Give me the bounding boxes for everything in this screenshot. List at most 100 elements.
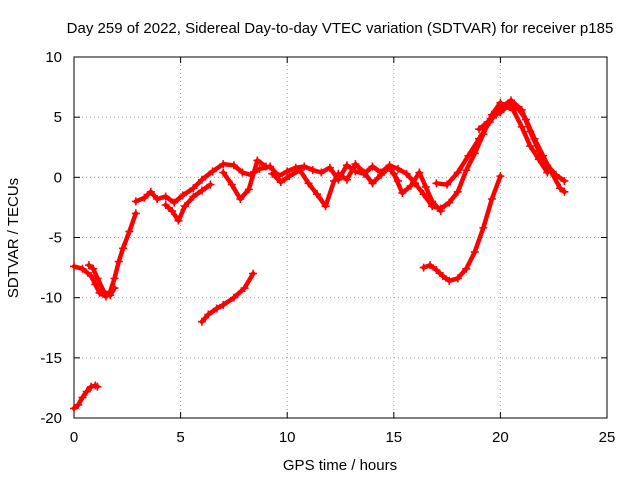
x-tick-label: 25 bbox=[599, 429, 616, 446]
y-axis-label: SDTVAR / TECUs bbox=[5, 178, 22, 298]
data-point bbox=[229, 161, 238, 170]
data-point bbox=[180, 202, 189, 211]
data-point bbox=[295, 166, 304, 175]
data-point bbox=[238, 168, 247, 177]
data-point bbox=[402, 169, 411, 178]
data-point bbox=[197, 186, 206, 195]
series-track-4 bbox=[197, 269, 258, 326]
data-point bbox=[146, 187, 155, 196]
data-point bbox=[342, 161, 351, 170]
series-line bbox=[270, 167, 337, 209]
data-point bbox=[93, 274, 102, 283]
data-point bbox=[560, 176, 569, 185]
data-point bbox=[513, 103, 522, 112]
data-point bbox=[351, 160, 360, 169]
y-tick-label: -5 bbox=[49, 230, 62, 247]
data-point bbox=[197, 317, 206, 326]
data-point bbox=[189, 184, 198, 193]
data-point bbox=[125, 227, 134, 236]
data-point bbox=[394, 164, 403, 173]
data-point bbox=[219, 300, 228, 309]
x-tick-label: 5 bbox=[176, 429, 184, 446]
data-point bbox=[300, 162, 309, 171]
data-point bbox=[89, 264, 98, 273]
data-point bbox=[131, 197, 140, 206]
data-point bbox=[325, 163, 334, 172]
data-point bbox=[206, 180, 215, 189]
y-tick-label: -15 bbox=[40, 350, 62, 367]
data-point bbox=[208, 167, 217, 176]
data-point bbox=[240, 284, 249, 293]
data-point bbox=[432, 265, 441, 274]
data-point bbox=[453, 168, 462, 177]
data-point bbox=[377, 170, 386, 179]
x-tick-label: 0 bbox=[70, 429, 78, 446]
data-point bbox=[428, 197, 437, 206]
data-point bbox=[445, 276, 454, 285]
series-line bbox=[421, 173, 503, 284]
data-point bbox=[78, 264, 87, 273]
data-point bbox=[330, 176, 339, 185]
data-point bbox=[229, 293, 238, 302]
data-point bbox=[483, 117, 492, 126]
data-point bbox=[74, 400, 83, 409]
data-point bbox=[534, 155, 543, 164]
series-track-8 bbox=[268, 166, 339, 211]
data-point bbox=[438, 272, 447, 281]
grid-lines bbox=[74, 57, 607, 418]
data-point bbox=[470, 247, 479, 256]
data-point bbox=[475, 125, 484, 134]
data-point bbox=[308, 166, 317, 175]
data-point bbox=[119, 244, 128, 253]
data-point bbox=[304, 179, 313, 188]
data-point bbox=[244, 185, 253, 194]
series-track-14 bbox=[475, 102, 552, 177]
series-track-3 bbox=[84, 261, 119, 300]
data-point bbox=[219, 160, 228, 169]
data-point bbox=[560, 187, 569, 196]
data-point bbox=[249, 269, 258, 278]
data-point bbox=[517, 122, 526, 131]
data-point bbox=[521, 115, 530, 124]
data-point bbox=[406, 181, 415, 190]
data-point bbox=[419, 263, 428, 272]
series-track-13 bbox=[496, 101, 569, 196]
data-point bbox=[253, 156, 262, 165]
data-point bbox=[543, 168, 552, 177]
data-point bbox=[398, 188, 407, 197]
data-point bbox=[227, 180, 236, 189]
data-point bbox=[507, 96, 516, 105]
data-point bbox=[174, 216, 183, 225]
data-point bbox=[556, 184, 565, 193]
data-point bbox=[479, 223, 488, 232]
data-point bbox=[317, 168, 326, 177]
data-point bbox=[99, 287, 108, 296]
data-point bbox=[140, 193, 149, 202]
chart-title: Day 259 of 2022, Sidereal Day-to-day VTE… bbox=[67, 20, 614, 37]
data-point bbox=[342, 175, 351, 184]
data-point bbox=[268, 169, 277, 178]
data-point bbox=[445, 198, 454, 207]
data-point bbox=[313, 190, 322, 199]
x-axis-label: GPS time / hours bbox=[283, 457, 397, 474]
data-point bbox=[84, 261, 93, 270]
data-point bbox=[70, 262, 78, 271]
data-point bbox=[321, 202, 330, 211]
data-point bbox=[285, 172, 294, 181]
data-point bbox=[261, 162, 270, 171]
data-point bbox=[453, 274, 462, 283]
data-point bbox=[189, 192, 198, 201]
data-point bbox=[385, 163, 394, 172]
data-point bbox=[178, 191, 187, 200]
data-point bbox=[212, 304, 221, 313]
data-point bbox=[492, 110, 501, 119]
data-point bbox=[219, 168, 228, 177]
data-point bbox=[526, 142, 535, 151]
data-point bbox=[539, 151, 548, 160]
axis-ticks: 0 5 10 15 20 25 -20 -15 -10 -5 0 5 10 bbox=[40, 49, 615, 446]
data-point bbox=[464, 151, 473, 160]
y-tick-label: -10 bbox=[40, 290, 62, 307]
data-point bbox=[475, 134, 484, 143]
data-point bbox=[236, 194, 245, 203]
